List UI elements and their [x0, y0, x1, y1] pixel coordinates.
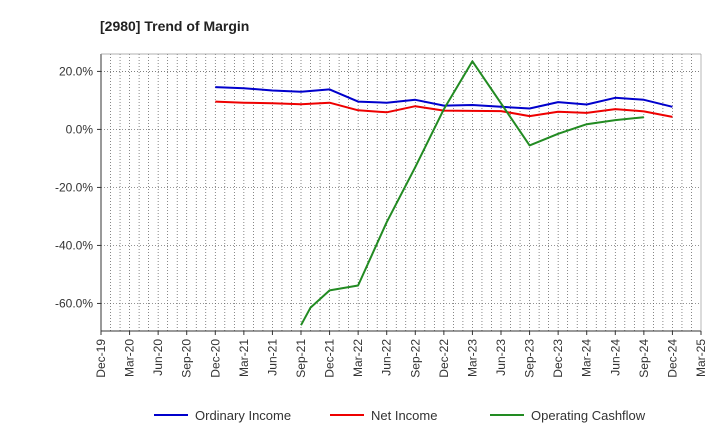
x-tick-label: Jun-20 — [151, 339, 165, 376]
y-tick-label: -20.0% — [55, 180, 93, 194]
x-tick-label: Sep-24 — [637, 339, 651, 378]
legend-label: Operating Cashflow — [531, 408, 646, 423]
x-tick-label: Mar-25 — [694, 339, 708, 377]
legend: Ordinary Income Net Income Operating Cashf… — [154, 408, 646, 423]
legend-label: Net Income — [371, 408, 437, 423]
x-tick-label: Dec-20 — [208, 339, 222, 378]
y-tick-label: 20.0% — [59, 64, 93, 78]
series-lines — [215, 60, 673, 326]
x-tick-label: Mar-22 — [351, 339, 365, 377]
chart-title: [2980] Trend of Margin — [100, 18, 249, 34]
series-line-operating-cashflow — [300, 60, 645, 326]
y-tick-label: -40.0% — [55, 238, 93, 252]
y-tick-label: 0.0% — [66, 122, 94, 136]
legend-item: Operating Cashflow — [490, 408, 646, 423]
x-tick-label: Dec-21 — [323, 339, 337, 378]
x-tick-label: Dec-24 — [665, 339, 679, 378]
x-tick-label: Mar-24 — [580, 339, 594, 377]
x-tick-label: Jun-21 — [265, 339, 279, 376]
legend-item: Ordinary Income — [154, 408, 291, 423]
x-tick-label: Sep-22 — [408, 339, 422, 378]
x-tick-label: Mar-21 — [237, 339, 251, 377]
legend-item: Net Income — [330, 408, 437, 423]
x-tick-label: Dec-19 — [94, 339, 108, 378]
x-tick-label: Dec-23 — [551, 339, 565, 378]
x-tick-label: Sep-21 — [294, 339, 308, 378]
x-tick-label: Mar-20 — [123, 339, 137, 377]
x-tick-label: Mar-23 — [465, 339, 479, 377]
axes: 20.0% 0.0% -20.0% -40.0% -60.0% Dec-19 Mar-20 J… — [55, 53, 708, 378]
x-tick-label: Jun-22 — [380, 339, 394, 376]
x-tick-label: Dec-22 — [437, 339, 451, 378]
grid-lines — [101, 54, 701, 331]
y-tick-label: -60.0% — [55, 296, 93, 310]
legend-label: Ordinary Income — [195, 408, 291, 423]
x-tick-label: Sep-23 — [523, 339, 537, 378]
x-tick-label: Sep-20 — [180, 339, 194, 378]
series-line-ordinary-income — [215, 86, 673, 110]
x-tick-label: Jun-23 — [494, 339, 508, 376]
x-tick-label: Jun-24 — [608, 339, 622, 376]
